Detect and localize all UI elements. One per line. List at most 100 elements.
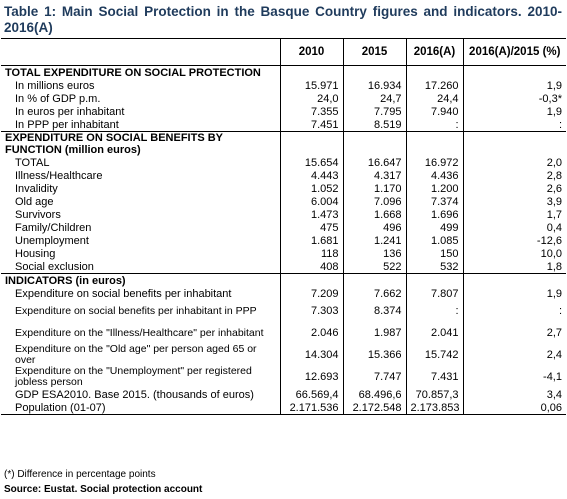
value-2015: 16.934 xyxy=(343,79,407,92)
value-2010: 118 xyxy=(280,247,344,260)
value-2010: 24,0 xyxy=(280,92,344,105)
value-2016: 17.260 xyxy=(406,79,464,92)
value-2016: 7.807 xyxy=(406,287,464,300)
value-2016: 16.972 xyxy=(406,156,464,169)
value-2010: 7.209 xyxy=(280,287,344,300)
row-label: Illness/Healthcare xyxy=(1,169,281,182)
value-variation: 1,7 xyxy=(546,208,562,221)
value-variation: 1,9 xyxy=(546,287,562,300)
value-2015: 496 xyxy=(343,221,407,234)
row-label: Family/Children xyxy=(1,221,281,234)
value-2016: 1.696 xyxy=(406,208,464,221)
value-2015: 8.374 xyxy=(343,300,407,322)
value-2016 xyxy=(406,273,464,287)
header-2010: 2010 xyxy=(280,38,344,66)
social-protection-table: 2010 2015 2016(A) 2016(A)/2015 (%) TOTAL… xyxy=(1,38,566,415)
row-label: INDICATORS (in euros) xyxy=(1,273,281,287)
value-2016: 7.940 xyxy=(406,105,464,118)
value-variation: 1,9 xyxy=(546,105,562,118)
table-row: In % of GDP p.m. 24,0 24,7 24,4 -0,3* xyxy=(1,92,566,105)
value-2016: 7.374 xyxy=(406,195,464,208)
value-variation: 3,9 xyxy=(546,195,562,208)
value-2010: 475 xyxy=(280,221,344,234)
table-row: In millions euros 15.971 16.934 17.260 1,9 xyxy=(1,79,566,92)
value-2015: 7.795 xyxy=(343,105,407,118)
row-label: Unemployment xyxy=(1,234,281,247)
row-label: Old age xyxy=(1,195,281,208)
value-2016: : xyxy=(406,300,464,322)
value-variation: 1,9 xyxy=(546,79,562,92)
value-2015: 1.987 xyxy=(343,322,407,344)
value-2016: 499 xyxy=(406,221,464,234)
value-2015: 8.519 xyxy=(343,118,407,132)
section-row: EXPENDITURE ON SOCIAL BENEFITS BY FUNCTI… xyxy=(1,131,566,156)
value-2016 xyxy=(406,65,464,79)
value-variation: -4,1 xyxy=(543,371,562,383)
value-2016: 24,4 xyxy=(406,92,464,105)
value-2010: 66.569,4 xyxy=(280,388,344,401)
table-row: Expenditure on the "Unemployment" per re… xyxy=(1,366,566,388)
value-variation: : xyxy=(558,305,562,317)
value-variation xyxy=(463,65,566,79)
value-2015: 16.647 xyxy=(343,156,407,169)
row-label: Expenditure on social benefits per inhab… xyxy=(1,300,281,322)
value-variation: 10,0 xyxy=(540,247,562,260)
value-2016: 532 xyxy=(406,260,464,274)
value-2015 xyxy=(343,131,407,156)
table-row: Unemployment 1.681 1.241 1.085 -12,6 xyxy=(1,234,566,247)
row-label: Social exclusion xyxy=(1,260,281,274)
value-2015: 4.317 xyxy=(343,169,407,182)
value-variation xyxy=(463,131,566,156)
row-label: Expenditure on social benefits per inhab… xyxy=(1,287,281,300)
value-2016: 7.431 xyxy=(406,366,464,388)
value-2010: 14.304 xyxy=(280,344,344,366)
value-2016: 15.742 xyxy=(406,344,464,366)
value-2010: 7.451 xyxy=(280,118,344,132)
table-body: TOTAL EXPENDITURE ON SOCIAL PROTECTION In… xyxy=(1,65,566,415)
table-row: Family/Children 475 496 499 0,4 xyxy=(1,221,566,234)
value-2015: 15.366 xyxy=(343,344,407,366)
value-2016: 1.085 xyxy=(406,234,464,247)
value-2010: 7.355 xyxy=(280,105,344,118)
table-row: Expenditure on the "Old age" per person … xyxy=(1,344,566,366)
value-2015: 7.096 xyxy=(343,195,407,208)
value-variation: 2,6 xyxy=(546,182,562,195)
row-label: EXPENDITURE ON SOCIAL BENEFITS BY FUNCTI… xyxy=(1,131,281,156)
value-2016: 150 xyxy=(406,247,464,260)
value-2010: 12.693 xyxy=(280,366,344,388)
value-2010: 1.681 xyxy=(280,234,344,247)
table-row: In euros per inhabitant 7.355 7.795 7.940 1,… xyxy=(1,105,566,118)
row-label: Invalidity xyxy=(1,182,281,195)
value-2015: 24,7 xyxy=(343,92,407,105)
value-2010: 6.004 xyxy=(280,195,344,208)
value-variation: 1,8 xyxy=(546,260,562,273)
row-label: In PPP per inhabitant xyxy=(1,118,281,132)
header-2016: 2016(A) xyxy=(406,38,464,66)
value-variation: -12,6 xyxy=(536,234,562,247)
value-variation: -0,3* xyxy=(538,92,562,105)
value-2010 xyxy=(280,131,344,156)
value-2015: 522 xyxy=(343,260,407,274)
value-2010: 1.052 xyxy=(280,182,344,195)
value-2016: 1.200 xyxy=(406,182,464,195)
row-label: Expenditure on the "Illness/Healthcare" … xyxy=(1,322,281,344)
value-variation: 3,4 xyxy=(546,388,562,401)
value-2015 xyxy=(343,273,407,287)
value-2010: 408 xyxy=(280,260,344,274)
row-label: Population (01-07) xyxy=(1,401,281,415)
value-variation: 2,7 xyxy=(546,327,562,339)
header-2015: 2015 xyxy=(343,38,407,66)
value-2010: 2.046 xyxy=(280,322,344,344)
table-row: Housing 118 136 150 10,0 xyxy=(1,247,566,260)
value-2015: 1.241 xyxy=(343,234,407,247)
value-2010: 15.654 xyxy=(280,156,344,169)
table-row: Expenditure on social benefits per inhab… xyxy=(1,287,566,300)
row-label: Survivors xyxy=(1,208,281,221)
value-2010: 7.303 xyxy=(280,300,344,322)
row-label: GDP ESA2010. Base 2015. (thousands of eu… xyxy=(1,388,281,401)
value-variation: : xyxy=(558,118,562,131)
value-2016 xyxy=(406,131,464,156)
table-row: Survivors 1.473 1.668 1.696 1,7 xyxy=(1,208,566,221)
value-2015: 1.668 xyxy=(343,208,407,221)
value-2010: 15.971 xyxy=(280,79,344,92)
